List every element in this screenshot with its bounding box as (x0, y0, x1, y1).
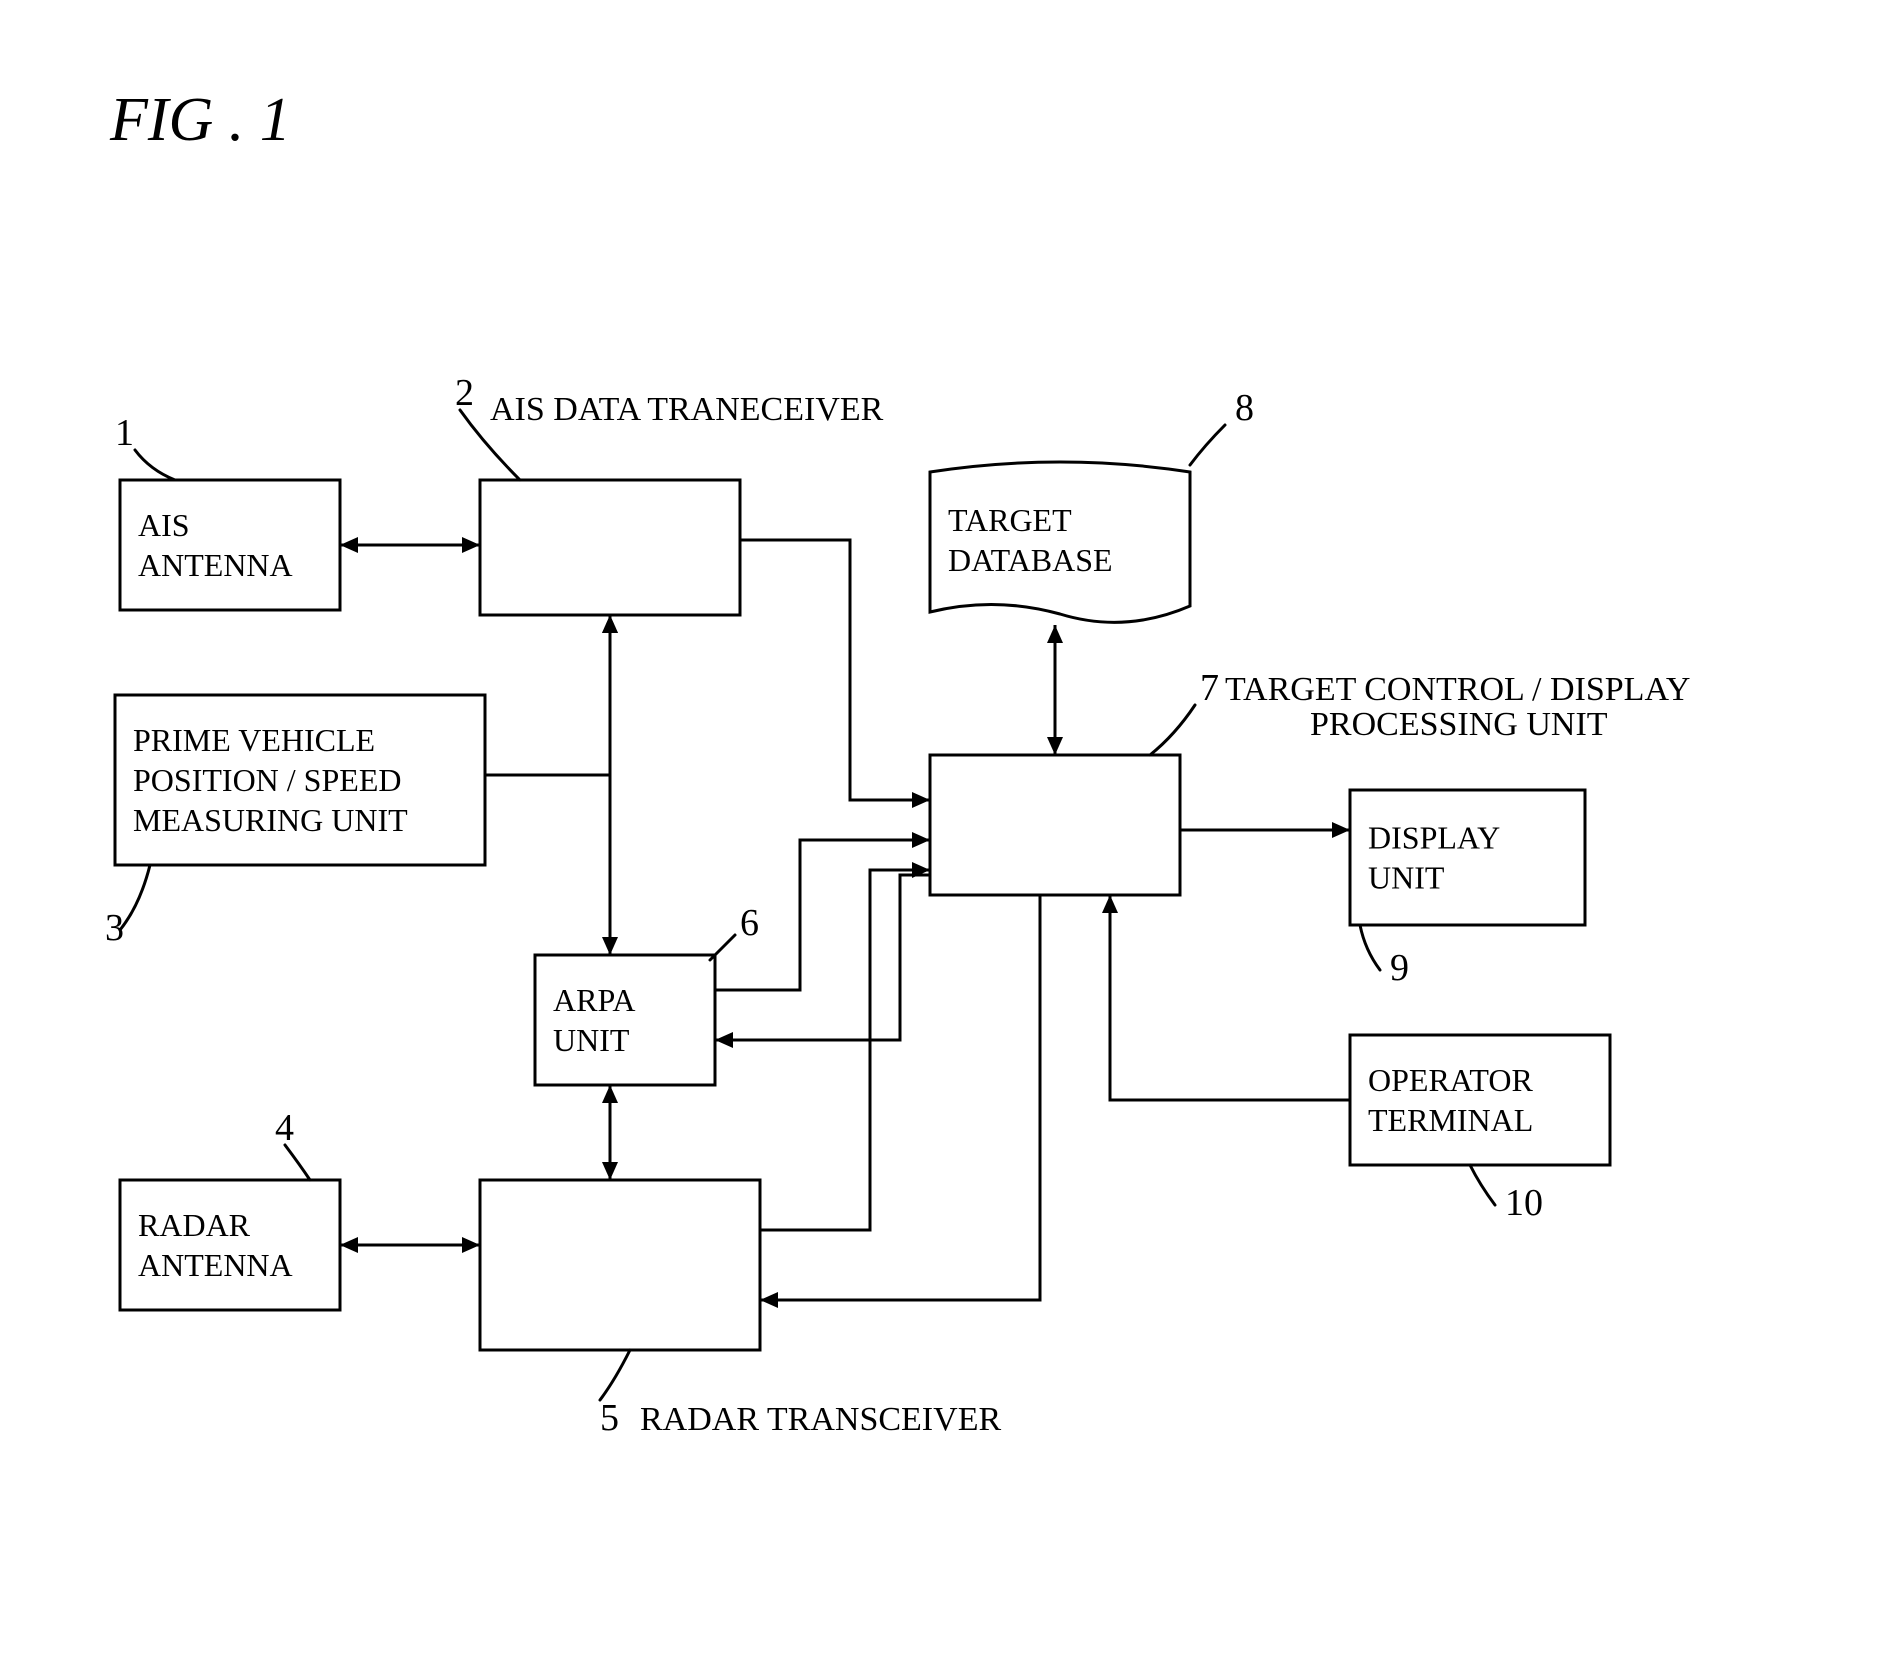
arrowhead (462, 537, 480, 553)
node-n10: OPERATOR TERMINAL (1350, 1035, 1610, 1165)
node-n8: TARGET DATABASE (930, 462, 1190, 622)
arrowhead (340, 537, 358, 553)
arrowhead (715, 1032, 733, 1048)
arrowhead (602, 1085, 618, 1103)
arrowhead (760, 1292, 778, 1308)
node-label: ANTENNA (138, 1247, 293, 1283)
ext-label: TARGET CONTROL / DISPLAY (1225, 671, 1690, 708)
leader-line (710, 935, 735, 960)
node-label: DISPLAY (1368, 820, 1500, 856)
leader-line (135, 450, 175, 480)
ref-number: 8 (1235, 387, 1254, 429)
node-label: UNIT (553, 1022, 630, 1058)
edge (740, 540, 930, 800)
arrowhead (912, 832, 930, 848)
node-n2 (480, 480, 740, 615)
ref-number: 4 (275, 1107, 294, 1149)
figure-title: FIG . 1 (109, 86, 291, 154)
ext-label: AIS DATA TRANECEIVER (490, 391, 884, 428)
ref-number: 9 (1390, 947, 1409, 989)
ref-number: 2 (455, 372, 474, 414)
node-label: TERMINAL (1368, 1102, 1533, 1138)
ext-label: PROCESSING UNIT (1310, 706, 1608, 743)
node-label: DATABASE (948, 542, 1113, 578)
node-label: MEASURING UNIT (133, 802, 408, 838)
node-label: ANTENNA (138, 547, 293, 583)
node-label: UNIT (1368, 860, 1445, 896)
node-label: RADAR (138, 1207, 251, 1243)
leader-line (120, 865, 150, 930)
node-label: PRIME VEHICLE (133, 722, 375, 758)
leader-line (600, 1350, 630, 1400)
leader-line (285, 1145, 310, 1180)
node-n4: RADAR ANTENNA (120, 1180, 340, 1310)
edge (1110, 895, 1350, 1100)
node-label: AIS (138, 507, 190, 543)
ref-number: 1 (115, 412, 134, 454)
ref-number: 7 (1200, 667, 1219, 709)
ref-number: 6 (740, 902, 759, 944)
ref-number: 5 (600, 1397, 619, 1439)
arrowhead (1047, 737, 1063, 755)
node-label: POSITION / SPEED (133, 762, 401, 798)
arrowhead (1102, 895, 1118, 913)
edge (715, 875, 930, 1040)
edge (760, 870, 930, 1230)
ext-label: RADAR TRANSCEIVER (640, 1401, 1001, 1438)
leader-line (1150, 705, 1195, 755)
node-label: OPERATOR (1368, 1062, 1533, 1098)
leader-line (1190, 425, 1225, 465)
arrowhead (912, 792, 930, 808)
node-n9: DISPLAY UNIT (1350, 790, 1585, 925)
arrowhead (602, 937, 618, 955)
node-n1: AIS ANTENNA (120, 480, 340, 610)
arrowhead (602, 1162, 618, 1180)
ref-number: 10 (1505, 1182, 1543, 1224)
edge (485, 615, 610, 775)
node-n3: PRIME VEHICLE POSITION / SPEED MEASURING U… (115, 695, 485, 865)
node-n7 (930, 755, 1180, 895)
arrowhead (1332, 822, 1350, 838)
node-label: TARGET (948, 502, 1072, 538)
node-n5 (480, 1180, 760, 1350)
arrowhead (462, 1237, 480, 1253)
arrowhead (602, 615, 618, 633)
arrowhead (340, 1237, 358, 1253)
leader-line (1360, 925, 1380, 970)
node-n6: ARPA UNIT (535, 955, 715, 1085)
node-label: ARPA (553, 982, 635, 1018)
arrowhead (1047, 625, 1063, 643)
leader-line (1470, 1165, 1495, 1205)
